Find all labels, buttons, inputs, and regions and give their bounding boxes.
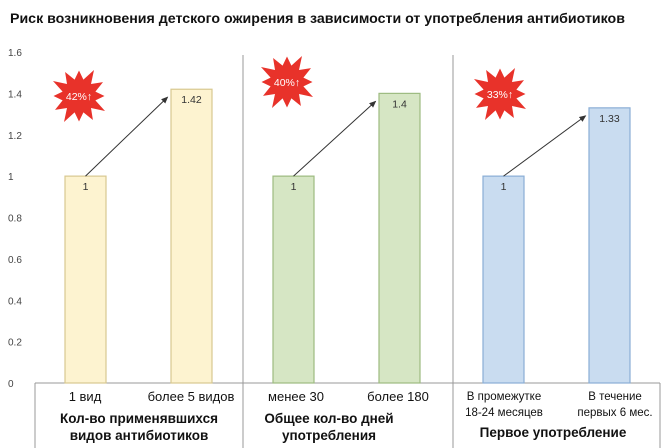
- trend-arrow: [503, 115, 587, 177]
- bar: [272, 175, 315, 384]
- chart-title: Риск возникновения детского ожирения в з…: [10, 11, 625, 27]
- annotation-label: 40%↑: [274, 77, 300, 89]
- bar: [378, 92, 421, 384]
- y-tick-label: 0.6: [8, 255, 22, 266]
- trend-arrow: [85, 96, 169, 177]
- group-label: употребления: [282, 428, 376, 443]
- bar-data-label: 1: [291, 181, 297, 193]
- category-label: менее 30: [268, 389, 324, 404]
- bar-data-label: 1.33: [599, 113, 620, 125]
- category-label: первых 6 мес.: [577, 407, 652, 419]
- y-tick-label: 1.2: [8, 131, 22, 142]
- group-label: Первое употребление: [480, 425, 627, 440]
- annotation-label: 42%↑: [66, 91, 92, 103]
- category-label: В промежутке: [467, 391, 541, 403]
- group-label: Общее кол-во дней: [264, 411, 393, 426]
- bar-data-label: 1: [83, 181, 89, 193]
- category-label: 1 вид: [69, 389, 102, 404]
- y-tick-label: 1.4: [8, 89, 22, 100]
- y-tick-label: 0.8: [8, 214, 22, 225]
- bar: [482, 175, 525, 384]
- y-tick-label: 0: [8, 379, 14, 390]
- trend-arrow: [293, 100, 377, 177]
- group-label: видов антибиотиков: [70, 428, 209, 443]
- bar: [170, 88, 213, 384]
- y-tick-label: 0.2: [8, 338, 22, 349]
- bar-data-label: 1.4: [392, 98, 407, 110]
- bar: [588, 107, 631, 384]
- y-tick-label: 1.6: [8, 48, 22, 59]
- bar-data-label: 1: [501, 181, 507, 193]
- y-tick-label: 0.4: [8, 296, 22, 307]
- y-tick-label: 1: [8, 172, 14, 183]
- annotation-burst: [261, 56, 313, 108]
- category-label: 18-24 месяцев: [465, 407, 543, 419]
- category-label: более 5 видов: [148, 389, 235, 404]
- group-label: Кол-во применявшихся: [60, 411, 218, 426]
- annotation-burst: [53, 70, 105, 122]
- bar: [64, 175, 107, 384]
- annotation-burst: [474, 68, 526, 120]
- category-label: более 180: [367, 389, 429, 404]
- bar-data-label: 1.42: [181, 94, 202, 106]
- annotation-label: 33%↑: [487, 89, 513, 101]
- category-label: В течение: [588, 391, 642, 403]
